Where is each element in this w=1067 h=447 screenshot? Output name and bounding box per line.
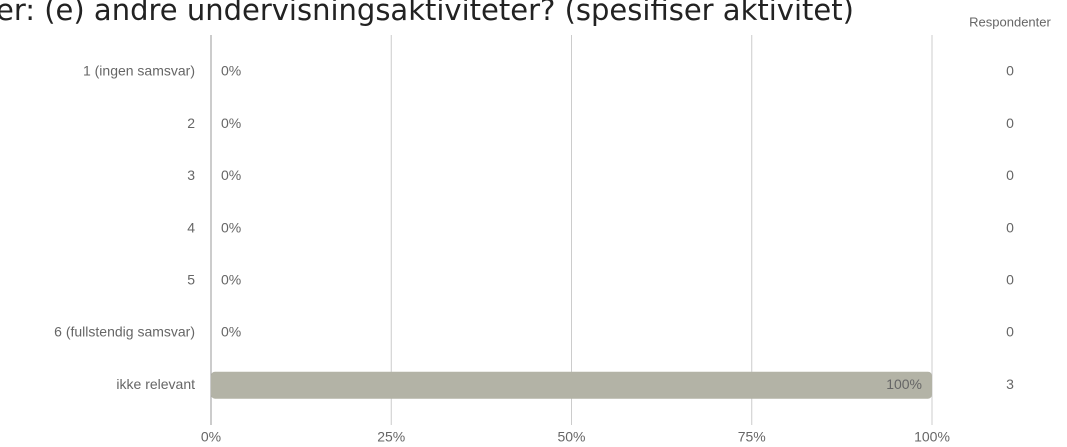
respondent-count: 3 bbox=[1006, 376, 1014, 392]
x-tick-label: 100% bbox=[914, 429, 950, 445]
y-tick-label: 6 (fullstendig samsvar) bbox=[54, 324, 195, 340]
respondent-count: 0 bbox=[1006, 167, 1014, 183]
value-label: 0% bbox=[221, 324, 241, 340]
respondent-count: 0 bbox=[1006, 219, 1014, 235]
respondent-count: 0 bbox=[1006, 115, 1014, 131]
x-tick-label: 0% bbox=[201, 429, 221, 445]
value-label: 0% bbox=[221, 167, 241, 183]
value-label: 100% bbox=[886, 376, 922, 392]
y-tick-label: 4 bbox=[187, 219, 195, 235]
x-tick-label: 75% bbox=[738, 429, 766, 445]
respondent-count: 0 bbox=[1006, 272, 1014, 288]
chart-title: er: (e) andre undervisningsaktiviteter? … bbox=[0, 0, 854, 27]
y-tick-label: ikke relevant bbox=[116, 376, 195, 392]
y-tick-label: 2 bbox=[187, 115, 195, 131]
x-tick-label: 50% bbox=[557, 429, 585, 445]
respondent-count: 0 bbox=[1006, 63, 1014, 79]
value-label: 0% bbox=[221, 272, 241, 288]
value-label: 0% bbox=[221, 219, 241, 235]
respondents-header: Respondenter bbox=[969, 14, 1051, 29]
value-label: 0% bbox=[221, 63, 241, 79]
y-tick-label: 5 bbox=[187, 272, 195, 288]
bar bbox=[211, 371, 932, 399]
y-tick-label: 1 (ingen samsvar) bbox=[83, 63, 195, 79]
x-tick-label: 25% bbox=[377, 429, 405, 445]
respondent-count: 0 bbox=[1006, 324, 1014, 340]
y-tick-label: 3 bbox=[187, 167, 195, 183]
value-label: 0% bbox=[221, 115, 241, 131]
